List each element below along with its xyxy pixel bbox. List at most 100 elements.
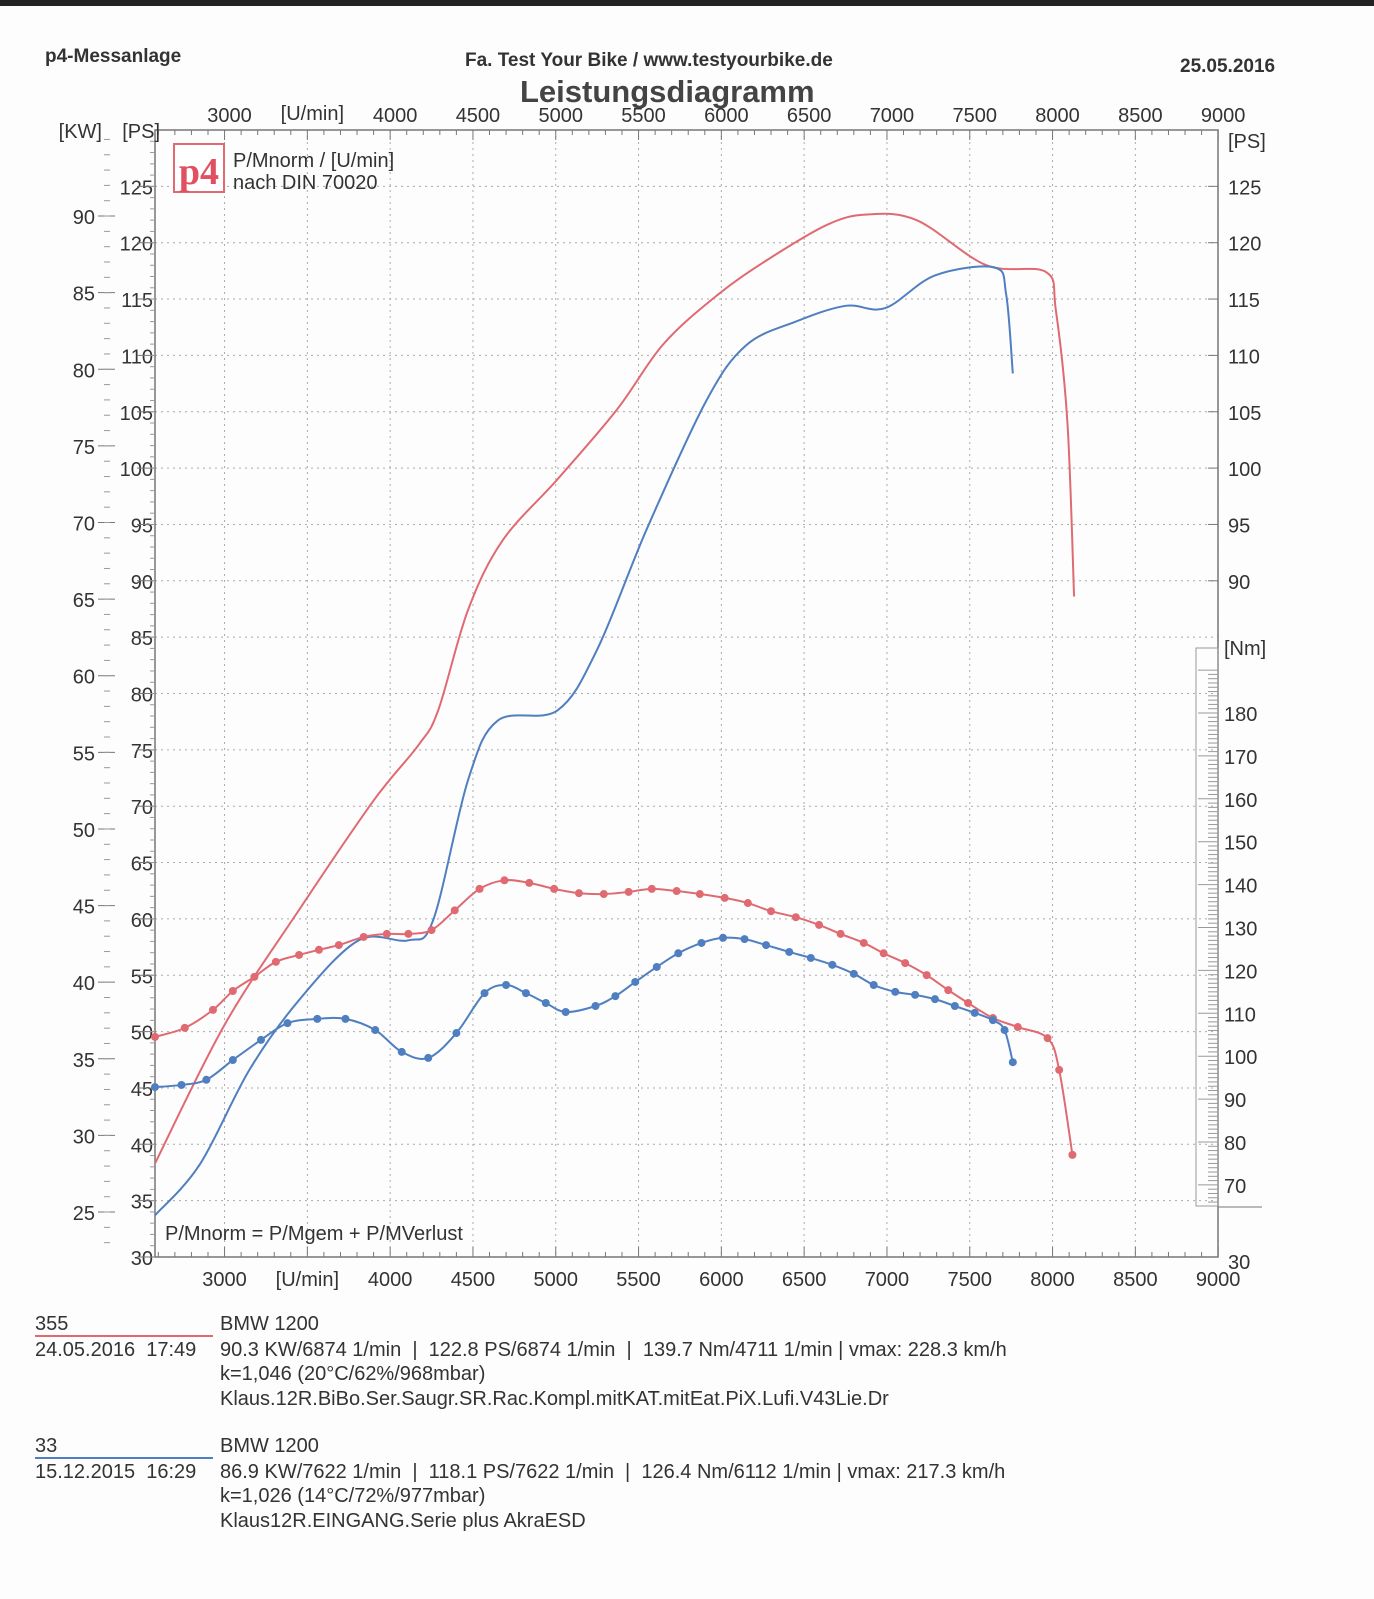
torque-data-point <box>208 1005 217 1014</box>
x-tick-label-bottom: 5500 <box>616 1269 661 1291</box>
nm-tick-label: 130 <box>1224 919 1257 941</box>
run-color-line <box>35 1457 213 1459</box>
x-tick-label-bottom: 5000 <box>534 1269 579 1291</box>
x-tick-label-top: 3000 <box>207 105 252 127</box>
x-tick-label-bottom: 4000 <box>368 1269 413 1291</box>
kw-tick-label: 50 <box>73 820 95 842</box>
ps-tick-label-left: 45 <box>131 1079 153 1101</box>
torque-data-point <box>314 945 323 954</box>
x-tick-label-top: 7500 <box>953 105 998 127</box>
nm-tick-label: 120 <box>1224 961 1257 983</box>
run-id: 355 <box>35 1313 69 1335</box>
kw-tick-label: 60 <box>73 667 95 689</box>
x-tick-label-bottom: 6000 <box>699 1269 744 1291</box>
torque-data-point <box>1055 1065 1064 1074</box>
run-datetime: 24.05.2016 17:49 <box>35 1339 197 1361</box>
torque-data-point <box>541 999 550 1008</box>
torque-data-point <box>228 1056 237 1065</box>
p4-logo-frame <box>173 143 225 193</box>
torque-data-point <box>382 929 391 938</box>
ps-tick-label-left: 55 <box>131 966 153 988</box>
kw-tick-label: 80 <box>73 360 95 382</box>
kw-tick-label: 30 <box>73 1126 95 1148</box>
torque-data-point <box>480 989 489 998</box>
torque-data-point <box>397 1047 406 1056</box>
torque-data-point <box>1008 1058 1017 1067</box>
torque-data-point <box>631 977 640 986</box>
ps-tick-label-left: 115 <box>121 290 153 312</box>
kw-tick-label: 45 <box>73 897 95 919</box>
run-description: Klaus12R.EINGANG.Serie plus AkraESD <box>220 1510 586 1532</box>
torque-data-point <box>624 887 633 896</box>
torque-data-point <box>177 1080 186 1089</box>
formula-label: P/Mnorm = P/Mgem + P/MVerlust <box>165 1223 463 1245</box>
x-tick-label-bottom: 8000 <box>1030 1269 1075 1291</box>
power-curve-1 <box>154 265 1014 1216</box>
torque-data-point <box>672 887 681 896</box>
nm-tick-label: 90 <box>1224 1090 1246 1112</box>
torque-data-point <box>836 929 845 938</box>
run-vehicle: BMW 1200 <box>220 1313 319 1335</box>
torque-data-point <box>151 1032 159 1041</box>
run-conditions: k=1,026 (14°C/72%/977mbar) <box>220 1485 486 1507</box>
kw-axis-label: [KW] <box>59 121 102 143</box>
ps-tick-label-left: 50 <box>131 1023 153 1045</box>
torque-data-point <box>695 890 704 899</box>
ps-tick-label-left: 120 <box>120 234 153 256</box>
torque-data-point <box>404 929 413 938</box>
torque-data-point <box>950 1002 959 1011</box>
chart-title: Leistungsdiagramm <box>520 74 815 109</box>
ps-tick-label-right: 30 <box>1228 1252 1250 1274</box>
torque-data-point <box>283 1019 292 1028</box>
torque-data-point <box>151 1083 159 1092</box>
torque-data-point <box>930 995 939 1004</box>
torque-data-point <box>591 1002 600 1011</box>
ps-tick-label-left: 70 <box>131 797 153 819</box>
kw-tick-label: 25 <box>73 1203 95 1225</box>
torque-data-point <box>828 960 837 969</box>
torque-data-point <box>791 913 800 922</box>
x-tick-label-top: 4500 <box>456 105 501 127</box>
ps-tick-label-right: 105 <box>1228 403 1261 425</box>
nm-tick-label: 140 <box>1224 876 1257 898</box>
torque-data-point <box>652 962 661 971</box>
x-tick-label-bottom: 7000 <box>865 1269 910 1291</box>
x-tick-label-bottom: 4500 <box>451 1269 496 1291</box>
kw-tick-label: 35 <box>73 1050 95 1072</box>
torque-data-point <box>988 1016 997 1025</box>
torque-data-point <box>424 1053 433 1062</box>
torque-data-point <box>521 989 530 998</box>
nm-tick-label: 70 <box>1224 1176 1246 1198</box>
torque-data-point <box>525 878 534 887</box>
torque-data-point <box>740 935 749 944</box>
torque-data-point <box>313 1014 322 1023</box>
x-tick-label-top: 8500 <box>1118 105 1163 127</box>
x-tick-label-bottom: 6500 <box>782 1269 827 1291</box>
torque-data-point <box>911 990 920 999</box>
run-datetime: 15.12.2015 16:29 <box>35 1461 197 1483</box>
torque-data-point <box>452 1029 461 1038</box>
torque-data-point <box>475 884 484 893</box>
print-date: 25.05.2016 <box>1180 56 1276 77</box>
x-tick-label-top: 7000 <box>870 105 915 127</box>
kw-tick-label: 55 <box>73 743 95 765</box>
torque-data-point <box>256 1035 265 1044</box>
torque-data-point <box>647 884 656 893</box>
nm-tick-label: 80 <box>1224 1133 1246 1155</box>
kw-tick-label: 40 <box>73 973 95 995</box>
torque-data-point <box>341 1014 350 1023</box>
torque-data-point <box>502 980 511 989</box>
x-tick-label-top: 6000 <box>704 105 749 127</box>
power-curve-0 <box>154 212 1076 1164</box>
torque-data-point <box>720 893 729 902</box>
torque-data-point <box>944 986 953 995</box>
torque-data-point <box>869 980 878 989</box>
ps-tick-label-right: 90 <box>1228 572 1250 594</box>
ps-tick-label-left: 30 <box>131 1248 153 1270</box>
ps-tick-label-left: 105 <box>120 403 153 425</box>
run-id: 33 <box>35 1435 58 1457</box>
plot-frame <box>154 129 1219 1258</box>
ps-tick-label-left: 75 <box>131 741 153 763</box>
torque-data-point <box>785 947 794 956</box>
run-color-line <box>35 1335 213 1337</box>
